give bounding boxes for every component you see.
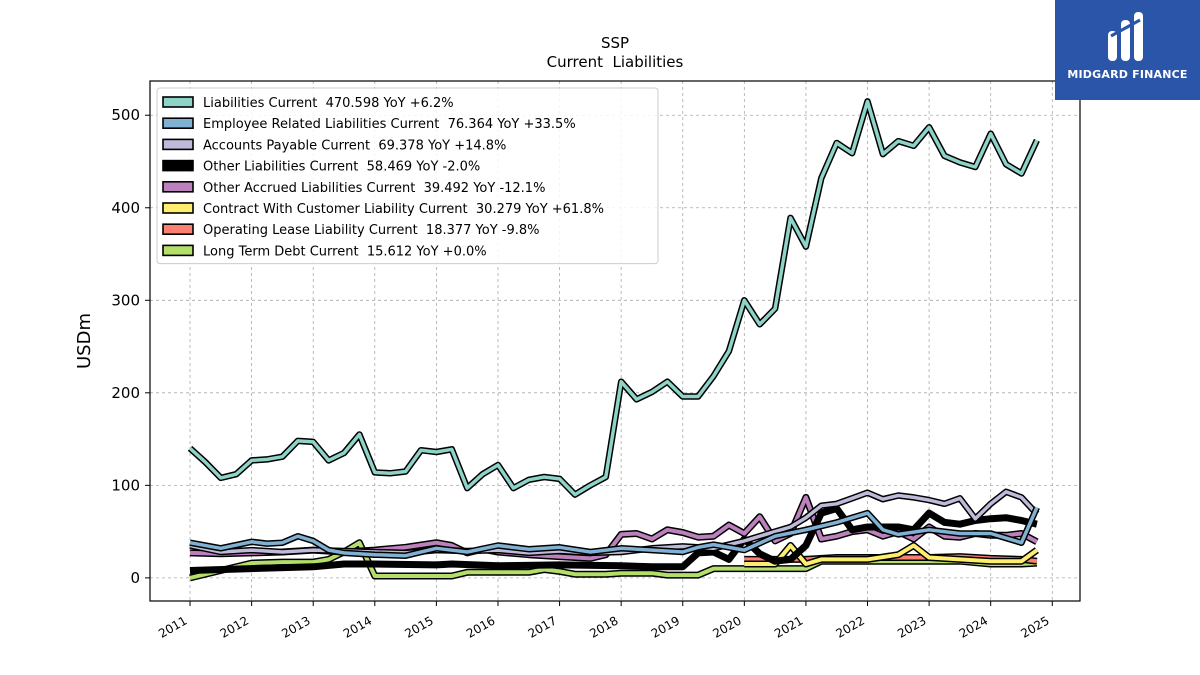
legend-swatch (162, 244, 194, 257)
y-tick-label: 300 (111, 291, 140, 309)
x-tick-label: 2020 (710, 613, 743, 640)
plot-frame (149, 80, 1081, 602)
y-tick-label: 200 (111, 384, 140, 402)
series-lines (187, 98, 1040, 582)
chart-subtitle: Current Liabilities (547, 53, 684, 71)
series-stroke (189, 506, 1039, 558)
legend-label: Employee Related Liabilities Current 76.… (203, 117, 576, 132)
x-tick-label: 2014 (341, 613, 374, 640)
x-tick-label: 2025 (1018, 613, 1051, 640)
x-tick-label: 2018 (587, 613, 620, 640)
y-axis-label: USDm (74, 313, 95, 369)
x-tick-label: 2021 (772, 613, 805, 640)
legend-label: Contract With Customer Liability Current… (203, 202, 604, 217)
series-line-1 (187, 98, 1040, 498)
chart-title: SSP (601, 34, 629, 52)
y-tick-label: 100 (111, 476, 140, 494)
series-stroke (189, 505, 1038, 574)
x-tick-label: 2019 (649, 613, 682, 640)
x-tick-label: 2022 (834, 613, 867, 640)
legend-label: Liabilities Current 470.598 YoY +6.2% (203, 96, 454, 111)
brand-logo: MIDGARD FINANCE (1055, 0, 1200, 100)
legend-label: Other Accrued Liabilities Current 39.492… (203, 181, 545, 196)
legend-box (156, 87, 659, 265)
x-tick-label: 2015 (402, 613, 435, 640)
y-tick-label: 0 (130, 569, 140, 587)
legend: Liabilities Current 470.598 YoY +6.2% Emp… (156, 87, 659, 265)
legend-swatch (162, 96, 194, 108)
legend-swatch (162, 138, 194, 151)
y-tick-label: 400 (111, 199, 140, 217)
legend-swatch (162, 159, 194, 172)
x-tick-label: 2013 (279, 613, 312, 640)
x-tick-label: 2024 (957, 613, 990, 640)
brand-name: MIDGARD FINANCE (1067, 68, 1188, 81)
x-tick-label: 2011 (156, 613, 189, 640)
legend-swatch (162, 117, 194, 129)
x-tick-label: 2016 (464, 613, 497, 640)
legend-swatch (162, 223, 194, 235)
x-tick-label: 2023 (895, 613, 928, 640)
y-tick-label: 500 (111, 106, 140, 124)
midgard-logo-icon (1108, 12, 1143, 61)
x-tick-label: 2017 (526, 613, 559, 640)
series-line-2 (189, 506, 1040, 559)
x-tick-label: 2012 (218, 613, 251, 640)
legend-swatch (162, 202, 194, 214)
series-line-4 (189, 505, 1038, 574)
legend-swatch (162, 181, 194, 193)
legend-label: Accounts Payable Current 69.378 YoY +14.… (203, 138, 506, 153)
legend-label: Operating Lease Liability Current 18.377… (203, 223, 540, 238)
legend-label: Other Liabilities Current 58.469 YoY -2.… (203, 160, 480, 175)
legend-label: Long Term Debt Current 15.612 YoY +0.0% (203, 244, 487, 259)
series-stroke (188, 99, 1039, 497)
